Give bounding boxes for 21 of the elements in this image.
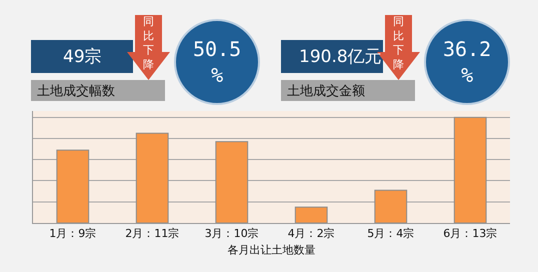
text: 土地成交幅数 [37,83,115,99]
bar [215,141,248,223]
text: 190.8亿元 [299,47,382,67]
x-tick-label: 4月：2宗 [288,227,335,240]
bar [374,190,408,223]
text: 土地成交金额 [287,83,365,99]
text: 49宗 [63,47,102,67]
text: 同比下降 [143,15,154,71]
text: 同比下降 [393,15,404,71]
text: 36.2% [443,37,492,87]
x-tick-label: 1月：9宗 [49,227,96,240]
x-tick-label: 2月：11宗 [125,227,180,240]
bar [56,150,90,223]
x-tick-label: 5月：4宗 [367,227,414,240]
bar [294,206,328,223]
bar [136,132,169,223]
x-axis-title: 各月出让土地数量 [228,243,316,256]
x-tick-label: 3月：10宗 [204,227,259,240]
bar [454,116,487,223]
text: 50.5% [193,37,242,87]
x-tick-label: 6月：13宗 [443,227,498,240]
